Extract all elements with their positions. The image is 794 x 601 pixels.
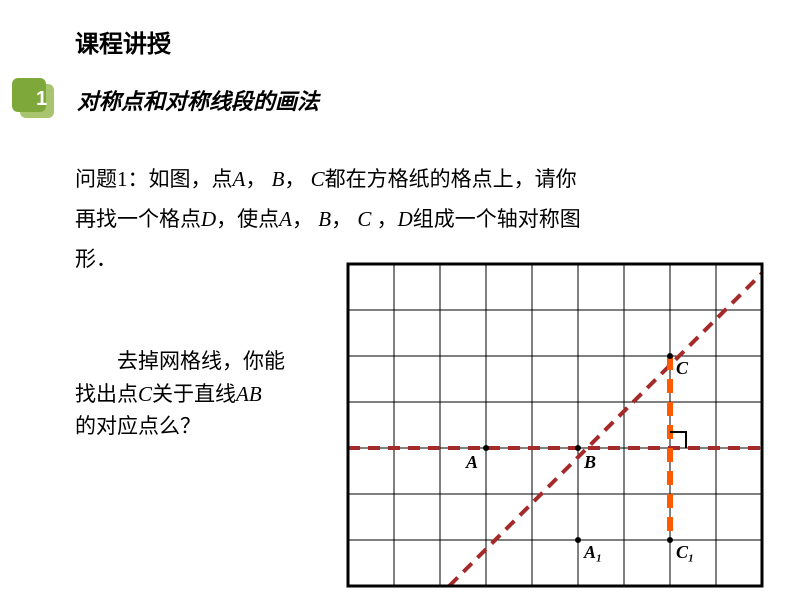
svg-text:C: C (676, 358, 689, 378)
svg-text:A: A (465, 452, 478, 472)
grid-svg: A B C A₁ C₁ (340, 256, 770, 596)
section-subtitle: 对称点和对称线段的画法 (77, 84, 319, 116)
section-icon: 1 (12, 78, 60, 122)
pt-B: B (272, 167, 285, 191)
pt-C: C (311, 167, 325, 191)
grid-diagram: A B C A₁ C₁ (340, 256, 770, 596)
svg-text:A₁: A₁ (583, 542, 602, 562)
problem-line1a: 问题1：如图，点 (75, 167, 233, 191)
sub-question: 去掉网格线，你能 找出点C关于直线AB 的对应点么？ (75, 345, 335, 443)
svg-text:B: B (583, 452, 596, 472)
pt-D: D (201, 207, 216, 231)
page-title: 课程讲授 (75, 24, 171, 59)
section-number: 1 (36, 88, 47, 111)
pt-A: A (233, 167, 246, 191)
svg-text:C₁: C₁ (676, 542, 694, 562)
